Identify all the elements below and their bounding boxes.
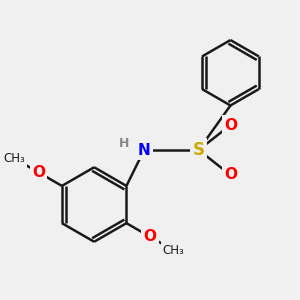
Text: H: H: [118, 137, 129, 150]
Text: CH₃: CH₃: [4, 152, 26, 165]
Text: S: S: [193, 141, 205, 159]
Text: O: O: [224, 118, 237, 133]
Text: O: O: [224, 167, 237, 182]
Text: O: O: [143, 229, 157, 244]
Text: O: O: [32, 165, 45, 180]
Text: N: N: [138, 142, 151, 158]
Text: CH₃: CH₃: [163, 244, 184, 257]
